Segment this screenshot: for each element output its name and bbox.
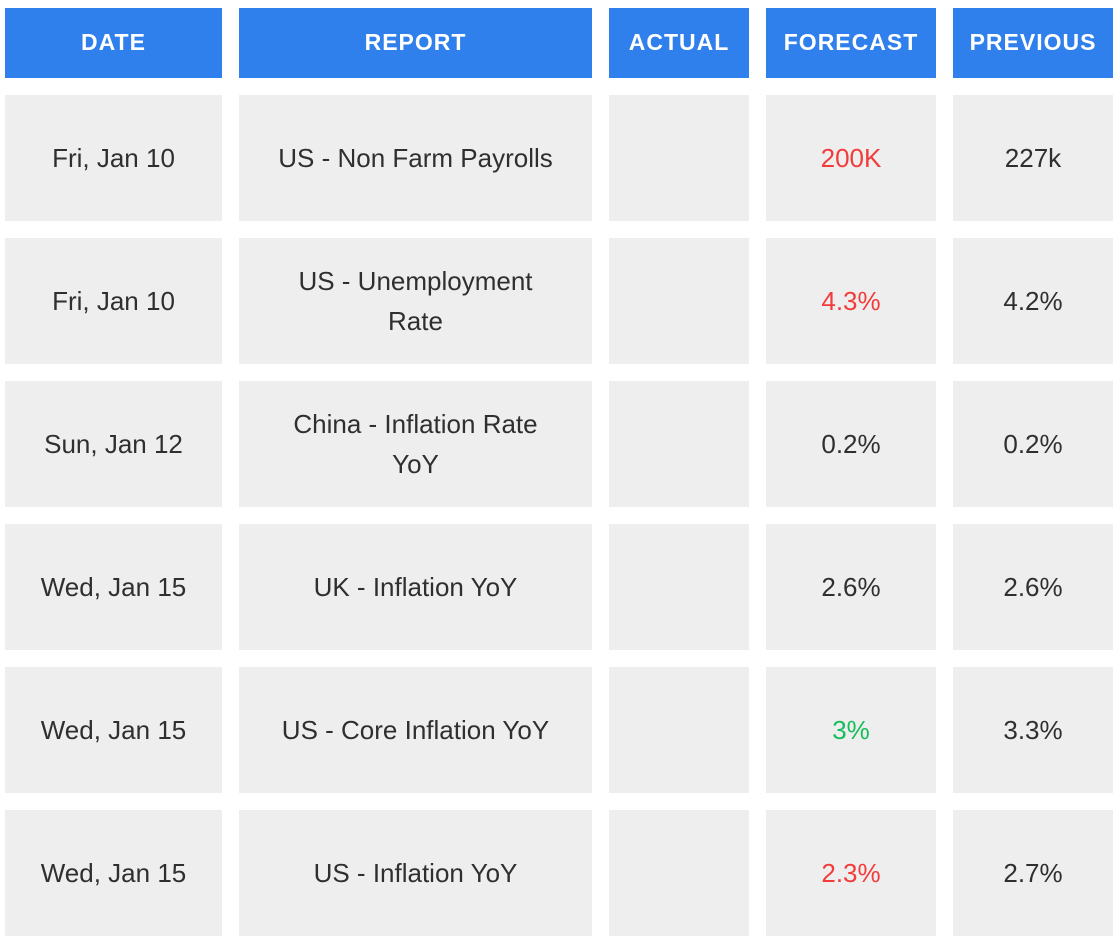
previous-cell: 2.6%: [953, 524, 1113, 650]
column-header-forecast: FORECAST: [766, 8, 936, 78]
forecast-cell: 2.3%: [766, 810, 936, 936]
report-cell: UK - Inflation YoY: [239, 524, 592, 650]
forecast-cell: 0.2%: [766, 381, 936, 507]
actual-cell: [609, 238, 749, 364]
forecast-cell: 200K: [766, 95, 936, 221]
date-cell: Wed, Jan 15: [5, 524, 222, 650]
report-cell: US - Unemployment Rate: [239, 238, 592, 364]
column-header-previous: PREVIOUS: [953, 8, 1113, 78]
report-cell: China - Inflation Rate YoY: [239, 381, 592, 507]
report-cell: US - Core Inflation YoY: [239, 667, 592, 793]
column-header-report: REPORT: [239, 8, 592, 78]
previous-cell: 2.7%: [953, 810, 1113, 936]
report-cell: US - Inflation YoY: [239, 810, 592, 936]
date-cell: Wed, Jan 15: [5, 667, 222, 793]
forecast-cell: 2.6%: [766, 524, 936, 650]
actual-cell: [609, 524, 749, 650]
actual-cell: [609, 95, 749, 221]
date-cell: Fri, Jan 10: [5, 95, 222, 221]
forecast-cell: 4.3%: [766, 238, 936, 364]
actual-cell: [609, 810, 749, 936]
date-cell: Wed, Jan 15: [5, 810, 222, 936]
report-cell: US - Non Farm Payrolls: [239, 95, 592, 221]
forecast-cell: 3%: [766, 667, 936, 793]
date-cell: Fri, Jan 10: [5, 238, 222, 364]
previous-cell: 0.2%: [953, 381, 1113, 507]
previous-cell: 4.2%: [953, 238, 1113, 364]
column-header-actual: ACTUAL: [609, 8, 749, 78]
actual-cell: [609, 381, 749, 507]
column-header-date: DATE: [5, 8, 222, 78]
date-cell: Sun, Jan 12: [5, 381, 222, 507]
actual-cell: [609, 667, 749, 793]
previous-cell: 3.3%: [953, 667, 1113, 793]
previous-cell: 227k: [953, 95, 1113, 221]
